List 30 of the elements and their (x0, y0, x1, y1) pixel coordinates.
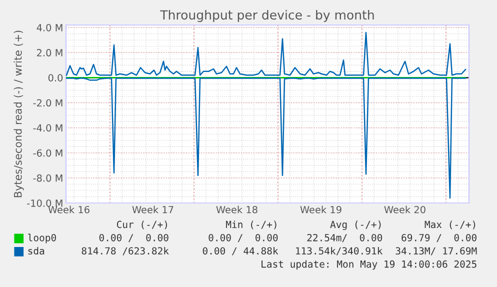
text: Min (-/+) (226, 220, 276, 230)
x-tick-label: Week 19 (300, 206, 342, 214)
y-tick-label: -2.0 M (33, 99, 62, 107)
text: Max (-/+) (424, 220, 476, 230)
text: 69.79 / 0.00 (402, 234, 476, 242)
x-tick-label: Week 18 (216, 206, 258, 214)
y-tick-label: -10.0 M (27, 199, 62, 207)
y-tick-label: -6.0 M (33, 149, 62, 157)
y-tick-label: -4.0 M (33, 124, 62, 132)
x-tick-label: Week 16 (48, 206, 90, 214)
chart-title: Throughput per device - by month (160, 10, 374, 22)
legend-label: sda (28, 247, 44, 255)
text: 0.00 / 0.00 (99, 234, 168, 242)
text: Avg (-/+) (330, 220, 381, 230)
y-axis-title: Bytes/second read (-) / write (+) (14, 30, 24, 198)
x-tick-label: Week 17 (132, 206, 174, 214)
y-tick-label: 2.0 M (36, 49, 62, 56)
text: 113.54k/340.91k (296, 247, 383, 256)
y-tick-label: -8.0 M (33, 174, 62, 182)
x-tick-label: Week 20 (384, 206, 426, 214)
y-tick-label: 4.0 M (36, 24, 62, 32)
legend-label: loop0 (28, 234, 56, 244)
y-tick-label: 0.0 (48, 74, 63, 82)
text: 0.00 / 0.00 (208, 234, 278, 242)
text: 22.54m/ 0.00 (307, 234, 382, 242)
text: Last update: Mon May 19 14:00:06 2025 (262, 260, 476, 270)
text: Cur (-/+) (116, 220, 167, 230)
text: 34.13M/ 17.69M (396, 247, 477, 256)
text: 814.78 /623.82k (82, 247, 169, 256)
text: 0.00 / 44.88k (202, 247, 278, 256)
